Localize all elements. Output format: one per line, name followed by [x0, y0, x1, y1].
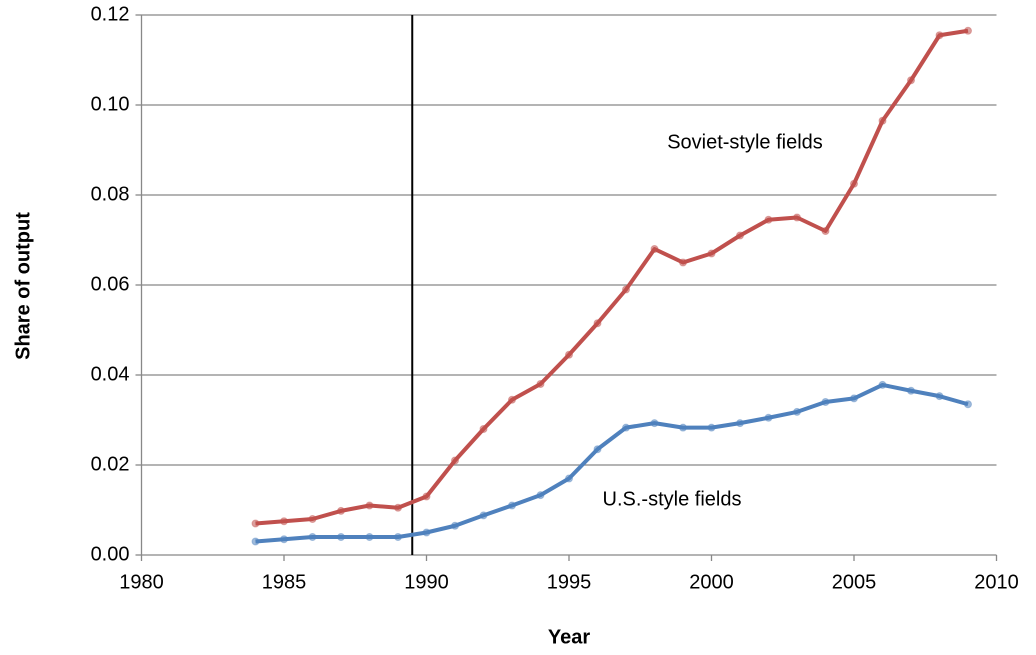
data-point — [565, 350, 573, 359]
y-axis-title: Share of output — [12, 212, 34, 360]
y-tick-label: 0.12 — [91, 3, 130, 25]
data-point — [337, 533, 345, 541]
x-tick-label: 1985 — [262, 571, 307, 593]
data-point — [935, 31, 944, 40]
x-tick-label: 2010 — [974, 571, 1019, 593]
data-point — [308, 533, 317, 541]
data-point — [821, 398, 830, 406]
y-tick-label: 0.04 — [91, 363, 130, 385]
x-tick-label: 1995 — [547, 571, 592, 593]
data-point — [878, 380, 887, 389]
data-point — [793, 407, 801, 416]
data-point — [935, 392, 944, 401]
data-point — [593, 445, 602, 454]
data-point — [764, 215, 773, 224]
data-point — [850, 394, 858, 403]
data-point — [394, 503, 402, 512]
data-point — [793, 213, 801, 222]
data-point — [736, 419, 744, 428]
y-tick-label: 0.06 — [91, 273, 130, 295]
data-point — [736, 231, 744, 240]
data-point — [422, 492, 431, 501]
data-point — [650, 245, 659, 253]
series-label: U.S.-style fields — [603, 488, 742, 510]
data-point — [679, 423, 687, 432]
data-point — [365, 501, 374, 510]
data-point — [622, 423, 630, 432]
x-axis-title: Year — [548, 626, 590, 648]
data-point — [907, 386, 915, 395]
data-point — [907, 76, 915, 85]
data-point — [422, 528, 431, 537]
data-point — [365, 533, 374, 541]
x-tick-label: 2005 — [832, 571, 877, 593]
data-point — [964, 400, 972, 409]
data-point — [878, 116, 887, 125]
data-point — [650, 419, 659, 428]
data-point — [337, 506, 345, 515]
data-point — [622, 285, 630, 294]
data-point — [536, 491, 545, 500]
data-point — [508, 501, 516, 510]
data-point — [251, 519, 260, 528]
series-label: Soviet-style fields — [667, 131, 823, 153]
data-point — [479, 511, 488, 520]
data-point — [764, 413, 773, 422]
data-point — [508, 395, 516, 404]
data-point — [280, 517, 288, 526]
y-tick-label: 0.02 — [91, 453, 130, 475]
data-point — [707, 249, 716, 258]
data-point — [251, 537, 260, 546]
y-tick-label: 0.00 — [91, 543, 130, 565]
data-point — [536, 380, 545, 388]
data-point — [964, 26, 972, 35]
y-tick-label: 0.08 — [91, 183, 130, 205]
data-point — [593, 319, 602, 328]
series-line — [255, 28, 969, 526]
x-tick-label: 2000 — [689, 571, 734, 593]
data-point — [821, 227, 830, 235]
data-point — [479, 425, 488, 433]
y-tick-label: 0.10 — [91, 93, 130, 115]
data-point — [565, 474, 573, 483]
data-point — [707, 423, 716, 432]
data-point — [280, 535, 288, 544]
data-point — [308, 515, 317, 523]
data-point — [451, 456, 459, 465]
data-point — [451, 521, 459, 530]
x-tick-label: 1980 — [119, 571, 164, 593]
series-line — [255, 382, 969, 544]
data-point — [394, 533, 402, 541]
data-point — [679, 258, 687, 267]
x-tick-label: 1990 — [404, 571, 449, 593]
data-point — [850, 179, 858, 188]
